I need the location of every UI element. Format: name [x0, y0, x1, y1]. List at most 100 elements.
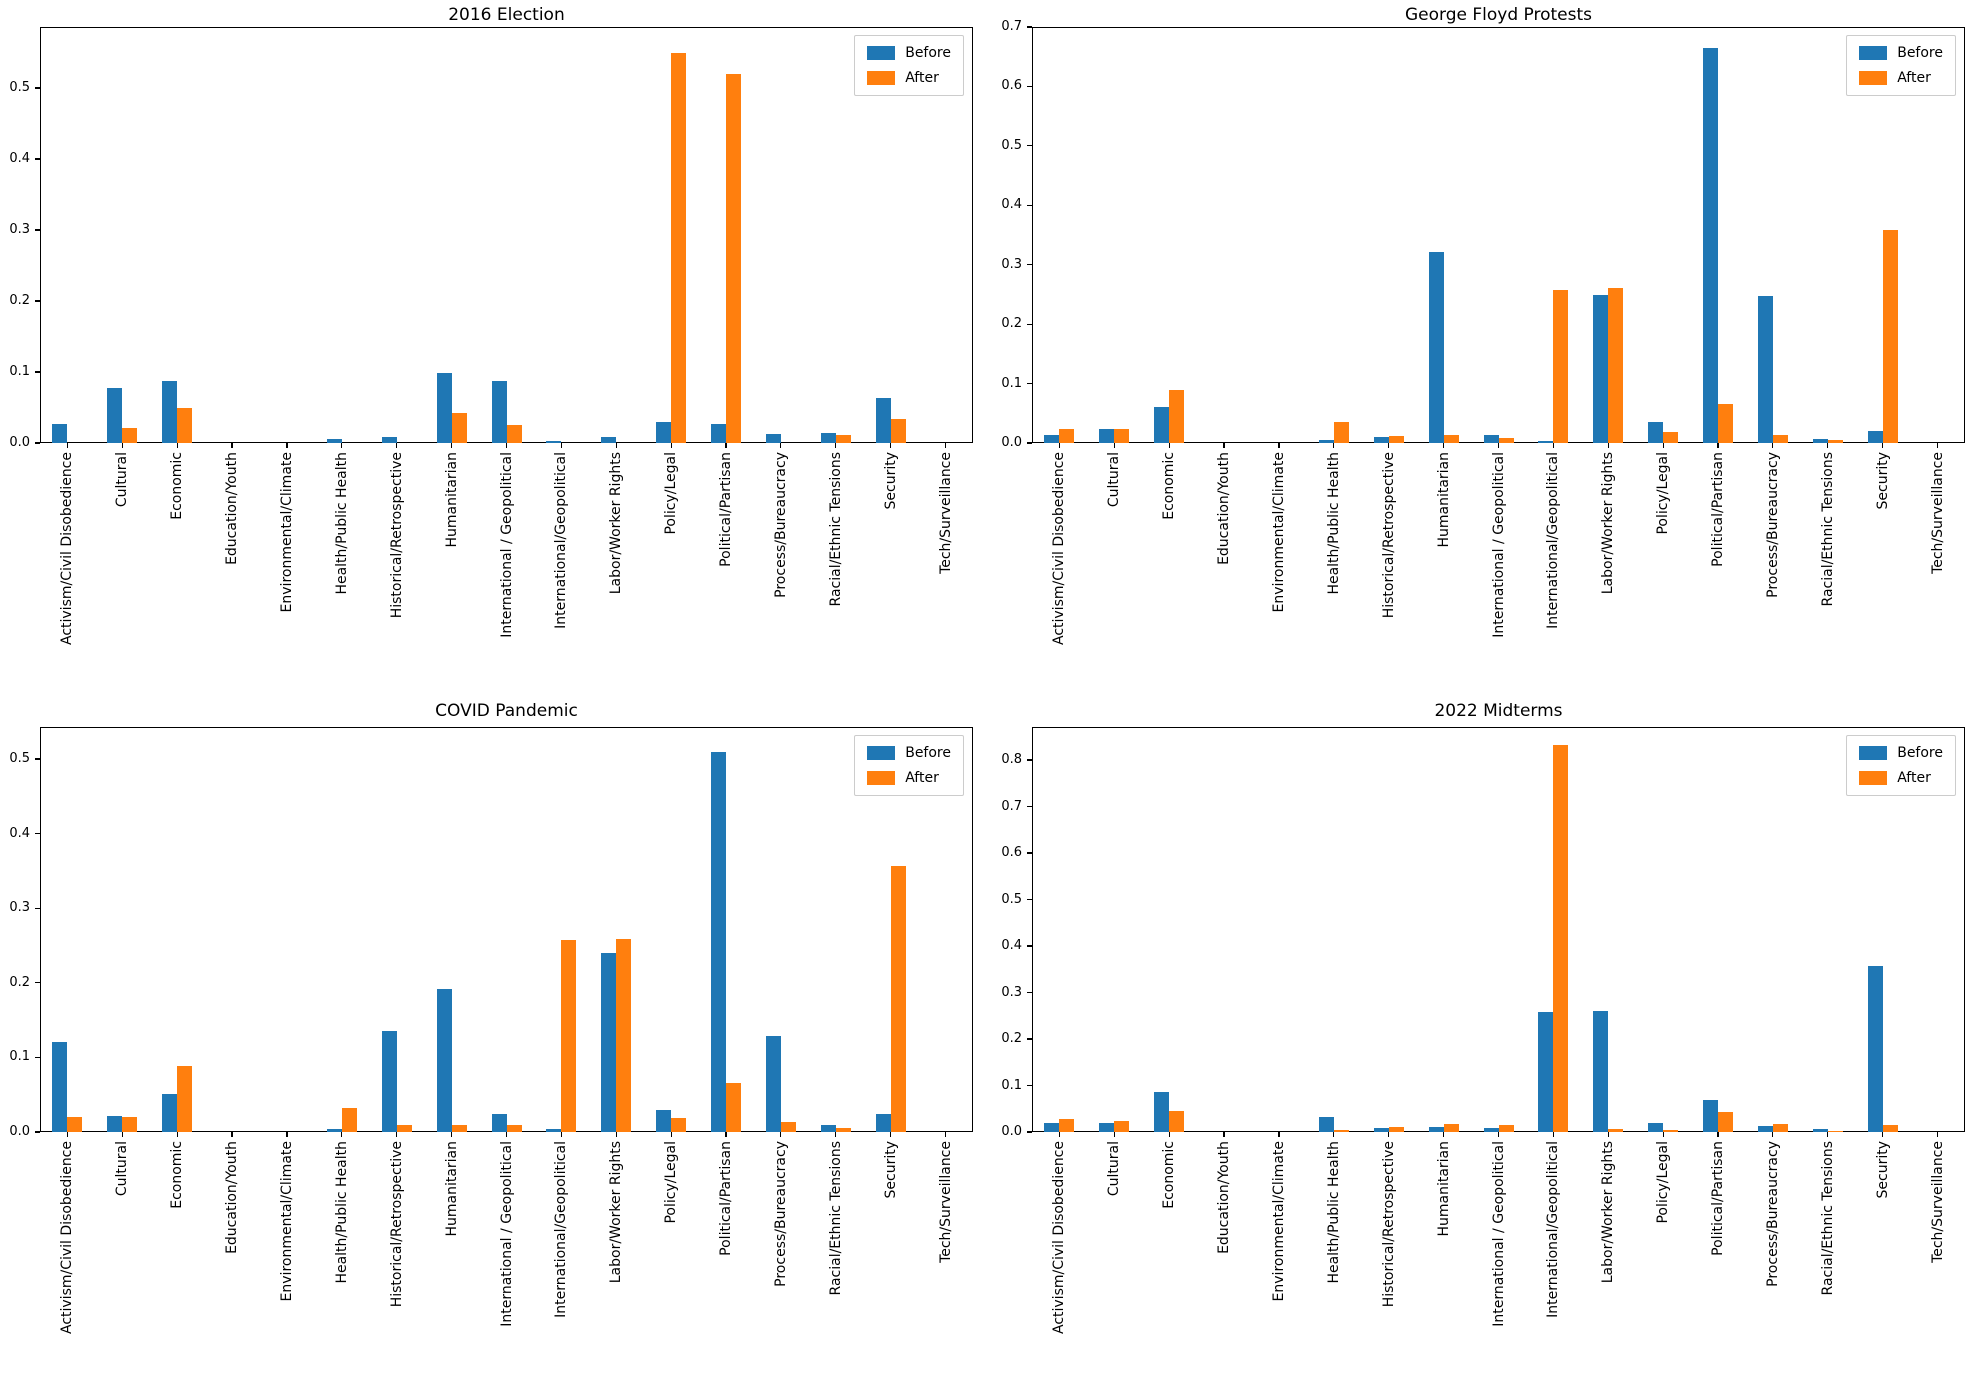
bar-after	[1388, 1126, 1404, 1132]
bar-before	[1538, 1012, 1554, 1132]
bar-after	[122, 428, 138, 443]
chart-title: 2016 Election	[448, 5, 565, 25]
bar-before	[875, 1114, 891, 1132]
legend-swatch-before	[1859, 746, 1888, 760]
y-tick	[1027, 759, 1032, 761]
bar-before	[1703, 1100, 1719, 1132]
y-tick	[35, 1131, 40, 1133]
bar-after	[1553, 290, 1569, 443]
bar-after	[1169, 390, 1185, 443]
x-category-label: Racial/Ethnic Tensions	[827, 452, 844, 607]
bar-before	[162, 1093, 178, 1132]
bar-after	[506, 1125, 522, 1132]
bar-after	[1169, 1110, 1185, 1132]
x-tick	[1552, 443, 1554, 448]
bar-after	[67, 1117, 83, 1132]
bar-before	[1154, 1092, 1170, 1132]
legend-label: Before	[1897, 745, 1943, 761]
x-tick	[1662, 443, 1664, 448]
x-category-label: Economic	[169, 452, 186, 520]
x-tick	[1443, 443, 1445, 448]
x-tick	[835, 1132, 837, 1137]
x-tick	[505, 1132, 508, 1137]
bar-before	[1044, 1123, 1060, 1132]
y-tick-label: 0.1	[9, 364, 30, 379]
x-category-label: International/Geopolitical	[553, 452, 570, 629]
bar-after	[177, 407, 193, 443]
legend-label: Before	[905, 745, 951, 761]
bar-before	[1538, 440, 1554, 443]
y-tick-label: 0.1	[1001, 375, 1022, 391]
y-tick	[1027, 204, 1032, 206]
bar-after	[1059, 1118, 1075, 1132]
y-tick	[35, 907, 40, 909]
x-category-label: Racial/Ethnic Tensions	[1819, 452, 1836, 607]
x-category-label: Labor/Worker Rights	[608, 1141, 625, 1284]
x-category-label: Environmental/Climate	[1270, 452, 1287, 613]
x-category-label: Political/Partisan	[718, 1141, 735, 1256]
y-tick-label: 0.3	[1001, 256, 1022, 272]
bar-after	[1772, 435, 1788, 443]
legend-entry-after: After	[867, 70, 951, 86]
y-tick-label: 0.5	[1001, 137, 1022, 153]
bar-after	[122, 1117, 138, 1132]
plot-area	[1032, 727, 1965, 1132]
y-tick-label: 0.2	[1001, 1031, 1022, 1046]
x-category-label: Tech/Surveillance	[1929, 452, 1946, 574]
legend-entry-before: Before	[867, 745, 951, 761]
x-tick	[1607, 1132, 1609, 1137]
bar-before	[1483, 435, 1499, 443]
x-category-label: Historical/Retrospective	[388, 452, 405, 619]
bar-after	[1114, 429, 1130, 443]
bar-before	[1867, 430, 1883, 443]
x-tick	[121, 443, 123, 448]
legend-swatch-after	[1859, 771, 1888, 785]
bar-before	[1757, 295, 1773, 443]
x-tick	[341, 443, 343, 448]
bar-after	[1882, 230, 1898, 443]
bar-after	[1663, 432, 1679, 443]
bar-before	[711, 752, 727, 1132]
x-category-label: Economic	[1161, 452, 1178, 520]
y-tick	[35, 758, 40, 760]
bar-before	[1483, 1128, 1499, 1132]
bar-before	[1648, 1122, 1664, 1132]
x-tick	[176, 443, 178, 448]
x-tick	[121, 1132, 123, 1137]
x-category-label: Education/Youth	[224, 1141, 241, 1254]
y-tick	[1027, 805, 1032, 808]
y-tick	[1027, 382, 1032, 385]
bar-before	[1318, 1117, 1334, 1132]
x-tick	[1936, 443, 1939, 448]
x-tick	[1882, 1132, 1884, 1137]
x-tick	[1168, 443, 1170, 448]
bar-after	[1114, 1121, 1130, 1132]
y-tick	[35, 442, 40, 444]
bar-after	[726, 1082, 742, 1132]
x-category-label: International / Geopolitical	[498, 452, 515, 638]
plot-area	[40, 727, 973, 1132]
x-category-label: Process/Bureaucracy	[1764, 452, 1781, 598]
bar-before	[1703, 47, 1719, 443]
bar-before	[1154, 407, 1170, 443]
legend-swatch-after	[867, 771, 896, 785]
chart-title: George Floyd Protests	[1404, 5, 1592, 25]
bar-after	[561, 940, 577, 1132]
subplot-2022-midterms: 2022 Midterms 0.0 0.1 0.2 0.3 0.4 0.5 0.6 0.7 0.…	[992, 692, 1984, 1384]
y-tick	[35, 87, 40, 89]
subplot-george-floyd-protests: George Floyd Protests 0.0 0.1 0.2 0.3 0.4 0.5…	[992, 0, 1984, 692]
x-tick	[1278, 1132, 1280, 1137]
x-category-label: Activism/Civil Disobedience	[59, 1141, 76, 1335]
x-tick	[341, 1132, 343, 1137]
y-tick	[1027, 1131, 1032, 1133]
x-tick	[1827, 1132, 1829, 1137]
y-tick	[35, 833, 40, 835]
x-tick	[1058, 1132, 1061, 1137]
legend-label: After	[905, 770, 939, 786]
x-category-label: Environmental/Climate	[278, 452, 295, 613]
bar-before	[546, 440, 562, 443]
bar-before	[601, 437, 617, 443]
bar-after	[1443, 435, 1459, 443]
bar-after	[1718, 404, 1734, 443]
y-tick	[35, 300, 40, 302]
